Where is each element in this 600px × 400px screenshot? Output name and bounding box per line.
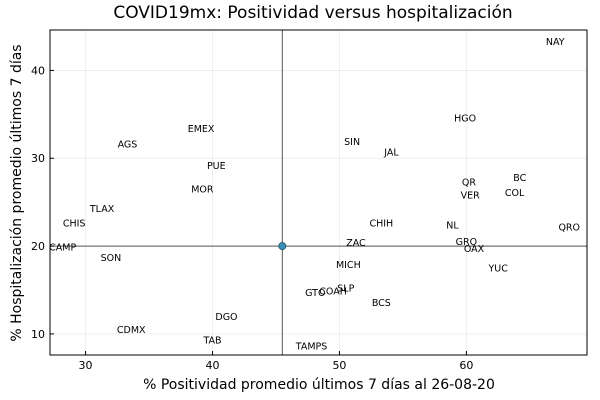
y-tick-label: 40 <box>31 64 45 77</box>
mean-marker <box>278 242 287 251</box>
point-label-slp: SLP <box>337 284 354 295</box>
axis-ticks: 30 40 50 60 10 20 30 40 <box>31 64 473 372</box>
point-label-tamps: TAMPS <box>295 342 328 353</box>
x-axis-label: % Positividad promedio últimos 7 días al… <box>143 377 495 393</box>
y-axis-label: % Hospitalización promedio últimos 7 día… <box>9 44 25 341</box>
point-label-yuc: YUC <box>487 264 508 275</box>
y-tick-label: 20 <box>31 240 45 253</box>
point-label-tab: TAB <box>202 336 221 347</box>
point-label-zac: ZAC <box>346 238 366 249</box>
point-label-cdmx: CDMX <box>117 325 146 336</box>
point-label-emex: EMEX <box>188 124 215 135</box>
point-label-gro: GRO <box>456 237 477 248</box>
point-label-qr: QR <box>462 177 476 188</box>
point-label-coah: COAH <box>319 286 347 297</box>
point-label-jal: JAL <box>383 148 399 159</box>
point-label-camp: CAMP <box>49 242 76 253</box>
point-label-nl: NL <box>446 221 459 232</box>
point-label-nay: NAY <box>546 37 565 48</box>
point-label-oax: OAX <box>464 244 485 255</box>
point-label-pue: PUE <box>207 161 226 172</box>
point-label-gto: GTO <box>305 288 325 299</box>
y-tick-label: 30 <box>31 152 45 165</box>
x-tick-label: 30 <box>79 359 93 372</box>
x-tick-label: 60 <box>459 359 473 372</box>
point-label-ags: AGS <box>118 140 138 151</box>
y-tick-label: 10 <box>31 328 45 341</box>
chart-title: COVID19mx: Positividad versus hospitaliz… <box>113 3 512 23</box>
mean-point <box>278 242 287 251</box>
point-label-chih: CHIH <box>369 219 393 230</box>
point-label-col: COL <box>505 188 525 199</box>
reference-lines <box>50 30 587 355</box>
point-label-tlax: TLAX <box>89 204 115 215</box>
point-label-mich: MICH <box>336 260 361 271</box>
point-label-chis: CHIS <box>63 219 86 230</box>
point-label-son: SON <box>101 253 122 264</box>
point-label-mor: MOR <box>191 184 214 195</box>
point-label-hgo: HGO <box>454 113 476 124</box>
x-tick-label: 40 <box>205 359 219 372</box>
point-label-dgo: DGO <box>215 312 237 323</box>
point-label-bc: BC <box>513 173 526 184</box>
plot-frame <box>49 29 588 356</box>
point-label-ver: VER <box>461 191 481 202</box>
point-label-sin: SIN <box>344 137 360 148</box>
point-label-bcs: BCS <box>372 298 391 309</box>
point-label-qro: QRO <box>558 222 580 233</box>
x-tick-label: 50 <box>332 359 346 372</box>
